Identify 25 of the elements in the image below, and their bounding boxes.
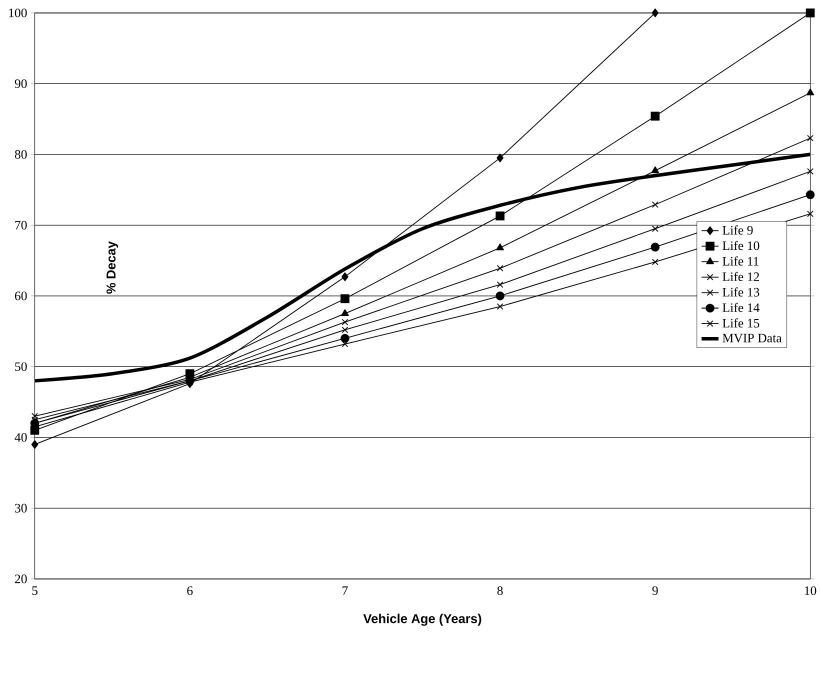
legend-label: Life 15: [722, 318, 760, 328]
x-tick-label: 9: [652, 586, 658, 595]
y-tick-label: 90: [14, 79, 27, 88]
legend-label: Life 10: [722, 240, 760, 250]
legend-label: Life 13: [722, 287, 760, 296]
legend-label: Life 9: [722, 225, 753, 235]
x-axis-title: Vehicle Age (Years): [363, 614, 482, 626]
legend-label: MVIP Data: [722, 334, 782, 342]
y-tick-label: 80: [14, 150, 27, 159]
y-tick-label: 50: [15, 362, 27, 371]
y-tick-label: 40: [14, 432, 27, 442]
legend-label: Life 14: [722, 302, 760, 312]
y-tick-label: 100: [9, 8, 27, 18]
x-tick-label: 6: [187, 586, 193, 595]
x-tick-label: 5: [32, 586, 38, 595]
y-axis-title: % Decay: [106, 241, 118, 294]
legend-label: Life 11: [722, 256, 758, 266]
x-tick-label: 10: [804, 586, 816, 595]
y-tick-label: 30: [15, 504, 27, 512]
legend-label: Life 12: [722, 272, 760, 281]
y-tick-label: 70: [15, 220, 27, 230]
x-tick-label: 8: [497, 586, 503, 595]
x-tick-label: 7: [342, 586, 348, 595]
y-tick-label: 60: [14, 291, 27, 300]
y-tick-label: 20: [14, 574, 27, 584]
